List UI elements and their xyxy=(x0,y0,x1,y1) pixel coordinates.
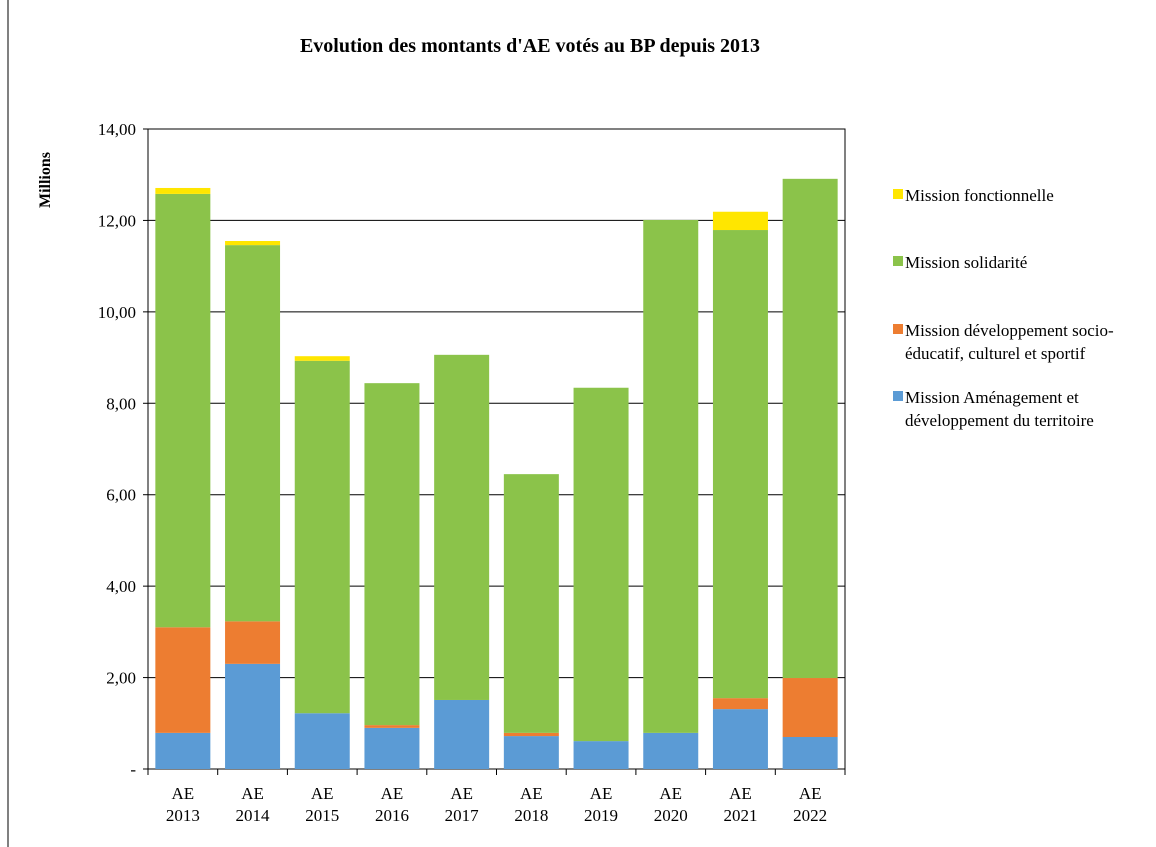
bar-segment xyxy=(712,230,768,699)
y-tick-label: 4,00 xyxy=(106,577,136,596)
y-axis-label: Millions xyxy=(37,152,54,208)
y-tick-label: 12,00 xyxy=(98,211,136,230)
legend-item: Mission développement socio-éducatif, cu… xyxy=(893,319,1148,365)
bar-segment xyxy=(712,211,768,231)
legend-item: Mission Aménagement et développement du … xyxy=(893,386,1148,432)
bar-segment xyxy=(573,741,629,769)
y-tick-label: 14,00 xyxy=(98,120,136,139)
bar-segment xyxy=(434,699,490,769)
bar-segment xyxy=(294,356,350,361)
bar-segment xyxy=(643,219,699,733)
bar-segment xyxy=(155,187,211,194)
bar-segment xyxy=(225,241,281,246)
bar-segment xyxy=(225,663,281,769)
bar-segment xyxy=(503,736,559,769)
legend-swatch xyxy=(893,391,903,401)
bar-segment xyxy=(364,383,420,726)
bar-segment xyxy=(782,737,838,769)
chart-title: Evolution des montants d'AE votés au BP … xyxy=(300,35,760,57)
x-tick-label: AE 2017 xyxy=(445,784,480,825)
x-tick-label: AE 2013 xyxy=(166,784,200,825)
legend-item: Mission fonctionnelle xyxy=(893,184,1148,207)
y-tick-label: 2,00 xyxy=(106,669,136,688)
x-tick-label: AE 2022 xyxy=(793,784,827,825)
x-tick-label: AE 2014 xyxy=(236,784,271,825)
bar-segment xyxy=(573,387,629,742)
legend-label: Mission développement socio-éducatif, cu… xyxy=(905,321,1114,363)
y-tick-label: 6,00 xyxy=(106,486,136,505)
x-tick-label: AE 2019 xyxy=(584,784,618,825)
legend-label: Mission solidarité xyxy=(905,253,1028,272)
bar-segment xyxy=(643,732,699,769)
bar-segment xyxy=(364,725,420,728)
bar-segment xyxy=(294,713,350,769)
legend-label: Mission fonctionnelle xyxy=(905,186,1054,205)
y-tick-label: 10,00 xyxy=(98,303,136,322)
bar-segment xyxy=(364,727,420,769)
bar-segment xyxy=(225,245,281,622)
legend-item: Mission solidarité xyxy=(893,251,1148,274)
x-tick-label: AE 2020 xyxy=(654,784,688,825)
legend-swatch xyxy=(893,256,903,266)
legend-label: Mission Aménagement et développement du … xyxy=(905,388,1094,430)
bar-segment xyxy=(155,193,211,628)
x-tick-label: AE 2021 xyxy=(723,784,757,825)
bar-segment xyxy=(712,709,768,769)
legend-swatch xyxy=(893,324,903,334)
bar-segment xyxy=(155,732,211,769)
x-tick-label: AE 2018 xyxy=(514,784,548,825)
y-tick-label: 8,00 xyxy=(106,394,136,413)
bar-segment xyxy=(225,621,281,664)
x-tick-label: AE 2015 xyxy=(305,784,339,825)
bar-segment xyxy=(434,354,490,700)
bar-segment xyxy=(503,474,559,733)
bar-segment xyxy=(712,698,768,710)
legend-swatch xyxy=(893,189,903,199)
bar-segment xyxy=(503,732,559,737)
bar-segment xyxy=(782,178,838,679)
x-tick-label: AE 2016 xyxy=(375,784,409,825)
y-tick-label: - xyxy=(130,760,136,779)
bar-segment xyxy=(782,678,838,737)
bar-segment xyxy=(294,360,350,714)
bar-segment xyxy=(155,627,211,733)
